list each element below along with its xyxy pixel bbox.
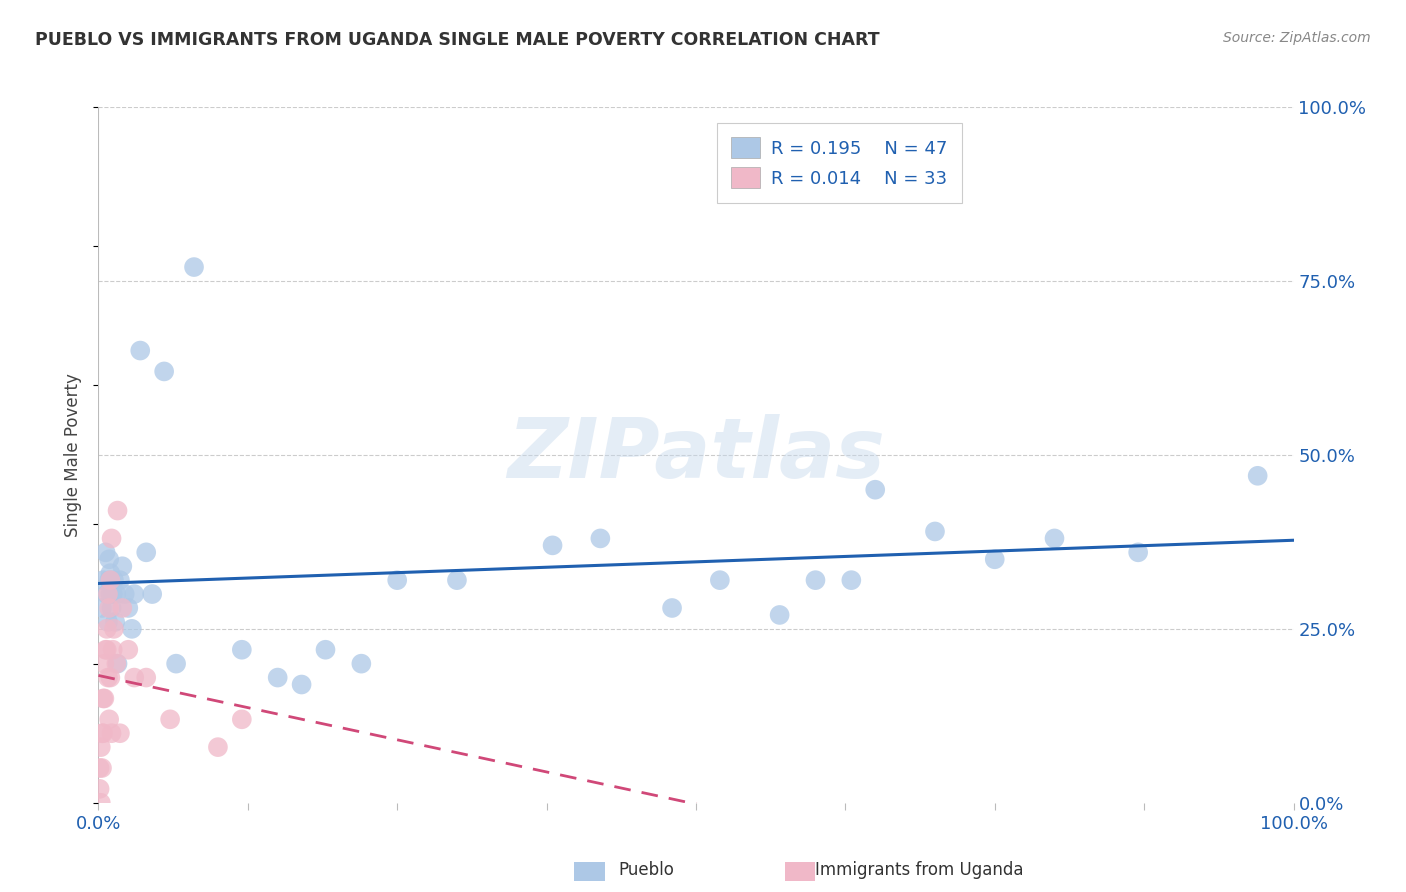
- Point: [91, 601, 114, 615]
- Text: ZIPatlas: ZIPatlas: [508, 415, 884, 495]
- Point: [183, 260, 205, 274]
- Point: [105, 587, 128, 601]
- Point: [89, 761, 111, 775]
- Point: [114, 587, 136, 601]
- Point: [124, 671, 146, 685]
- Point: [315, 642, 337, 657]
- Point: [98, 671, 122, 685]
- Point: [841, 573, 863, 587]
- Point: [98, 552, 121, 566]
- Point: [90, 740, 112, 755]
- Point: [541, 538, 564, 552]
- Point: [207, 740, 229, 755]
- Point: [91, 761, 114, 775]
- Point: [97, 587, 120, 601]
- Point: [93, 691, 115, 706]
- Point: [135, 545, 157, 559]
- Point: [117, 601, 139, 615]
- Point: [124, 587, 146, 601]
- Point: [105, 657, 128, 671]
- Point: [1128, 545, 1150, 559]
- Point: [108, 573, 131, 587]
- Point: [89, 781, 111, 796]
- Point: [96, 587, 118, 601]
- Point: [107, 657, 129, 671]
- Point: [97, 671, 120, 685]
- Point: [135, 671, 157, 685]
- Point: [291, 677, 314, 691]
- Text: PUEBLO VS IMMIGRANTS FROM UGANDA SINGLE MALE POVERTY CORRELATION CHART: PUEBLO VS IMMIGRANTS FROM UGANDA SINGLE …: [35, 31, 880, 49]
- Point: [98, 712, 121, 726]
- Point: [98, 566, 122, 581]
- Point: [111, 601, 134, 615]
- Text: Pueblo: Pueblo: [619, 861, 675, 879]
- Point: [93, 657, 115, 671]
- Point: [98, 573, 121, 587]
- Point: [108, 726, 131, 740]
- Point: [709, 573, 731, 587]
- Point: [350, 657, 373, 671]
- Point: [863, 483, 887, 497]
- Point: [103, 622, 125, 636]
- Point: [661, 601, 683, 615]
- Point: [589, 532, 612, 546]
- Point: [231, 642, 253, 657]
- Point: [91, 573, 114, 587]
- Point: [98, 601, 121, 615]
- Point: [100, 532, 122, 546]
- Point: [96, 622, 118, 636]
- Point: [141, 587, 163, 601]
- Point: [804, 573, 827, 587]
- Point: [100, 726, 122, 740]
- Point: [117, 642, 139, 657]
- Point: [165, 657, 187, 671]
- Point: [153, 364, 176, 378]
- Point: [385, 573, 409, 587]
- Point: [267, 671, 290, 685]
- Y-axis label: Single Male Poverty: Single Male Poverty: [65, 373, 83, 537]
- Point: [101, 642, 124, 657]
- Point: [107, 503, 129, 517]
- Point: [98, 573, 122, 587]
- Point: [984, 552, 1007, 566]
- Text: Immigrants from Uganda: Immigrants from Uganda: [815, 861, 1024, 879]
- Legend: R = 0.195    N = 47, R = 0.014    N = 33: R = 0.195 N = 47, R = 0.014 N = 33: [717, 123, 962, 202]
- Point: [96, 642, 118, 657]
- Point: [94, 642, 117, 657]
- Point: [104, 615, 127, 629]
- Point: [924, 524, 946, 539]
- Point: [91, 726, 114, 740]
- Point: [159, 712, 181, 726]
- Point: [101, 587, 124, 601]
- Point: [100, 601, 122, 615]
- Point: [446, 573, 468, 587]
- Point: [1246, 468, 1268, 483]
- Point: [129, 343, 152, 358]
- Point: [1043, 532, 1066, 546]
- Point: [97, 615, 120, 629]
- Point: [103, 573, 125, 587]
- Point: [98, 587, 122, 601]
- Point: [90, 796, 112, 810]
- Point: [768, 607, 790, 622]
- Point: [111, 559, 134, 574]
- Point: [121, 622, 143, 636]
- Point: [94, 545, 117, 559]
- Text: Source: ZipAtlas.com: Source: ZipAtlas.com: [1223, 31, 1371, 45]
- Point: [231, 712, 253, 726]
- Point: [91, 691, 114, 706]
- Point: [91, 726, 114, 740]
